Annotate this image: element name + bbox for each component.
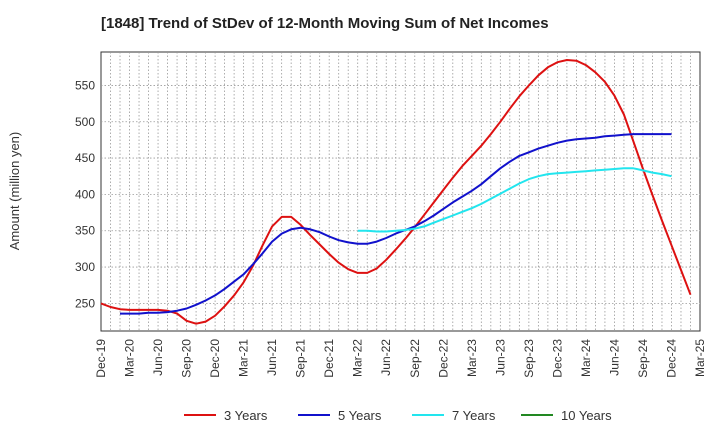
x-tick-label: Sep-22 [408, 339, 422, 378]
y-tick-label: 300 [75, 260, 95, 274]
legend-label: 5 Years [338, 408, 382, 423]
y-tick-label: 400 [75, 187, 95, 201]
series-line-3-years [100, 59, 692, 325]
x-tick-label: Dec-22 [436, 339, 450, 378]
x-tick-label: Dec-21 [322, 339, 336, 378]
x-tick-label: Dec-24 [664, 339, 678, 378]
x-tick-label: Sep-24 [636, 339, 650, 378]
y-tick-label: 350 [75, 224, 95, 238]
series-line-7-years [357, 167, 672, 233]
x-tick-label: Mar-21 [237, 339, 251, 377]
legend-label: 10 Years [561, 408, 612, 423]
legend-item: 3 Years [184, 408, 268, 423]
x-tick-label: Dec-19 [94, 339, 108, 378]
x-tick-label: Mar-20 [123, 339, 137, 377]
x-gridlines [110, 52, 691, 331]
legend: 3 Years 5 Years 7 Years 10 Years [184, 408, 612, 423]
legend-label: 7 Years [452, 408, 496, 423]
x-tick-label: Sep-21 [294, 339, 308, 378]
x-tick-label: Jun-21 [265, 339, 279, 376]
y-tick-labels: 250 300 350 400 450 500 550 [75, 78, 95, 310]
x-tick-label: Jun-24 [607, 339, 621, 376]
x-tick-label: Sep-23 [522, 339, 536, 378]
x-tick-label: Jun-22 [379, 339, 393, 376]
x-tick-label: Jun-23 [493, 339, 507, 376]
series-line-5-years [120, 133, 672, 315]
x-tick-label: Mar-25 [693, 339, 707, 377]
chart-title: [1848] Trend of StDev of 12-Month Moving… [101, 15, 549, 32]
x-tick-labels: Dec-19 Mar-20 Jun-20 Sep-20 Dec-20 Mar-21 Jun-… [94, 339, 707, 378]
legend-label: 3 Years [224, 408, 268, 423]
series-lines [100, 59, 692, 325]
legend-item: 10 Years [521, 408, 612, 423]
y-tick-label: 550 [75, 78, 95, 92]
legend-item: 5 Years [298, 408, 382, 423]
legend-item: 7 Years [412, 408, 496, 423]
x-tick-label: Dec-20 [208, 339, 222, 378]
x-tick-label: Sep-20 [180, 339, 194, 378]
plot-frame [100, 51, 701, 332]
x-tick-label: Jun-20 [151, 339, 165, 376]
y-tick-label: 250 [75, 296, 95, 310]
y-axis-label: Amount (million yen) [7, 132, 22, 251]
y-tick-label: 450 [75, 151, 95, 165]
x-tick-label: Mar-24 [579, 339, 593, 377]
x-tick-label: Dec-23 [550, 339, 564, 378]
plot-area [100, 51, 701, 332]
x-tick-label: Mar-22 [351, 339, 365, 377]
y-tick-label: 500 [75, 115, 95, 129]
x-tick-label: Mar-23 [465, 339, 479, 377]
